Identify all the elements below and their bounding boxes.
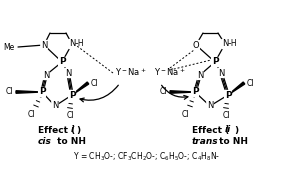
Text: i: i <box>71 125 74 135</box>
Text: N: N <box>41 40 47 50</box>
Polygon shape <box>16 91 42 93</box>
Text: ): ) <box>234 125 238 135</box>
Text: P: P <box>225 91 231 99</box>
Text: N: N <box>43 70 49 80</box>
Text: –H: –H <box>75 40 85 49</box>
Text: trans: trans <box>192 136 219 146</box>
FancyArrowPatch shape <box>80 85 118 102</box>
Text: ii: ii <box>225 125 231 135</box>
Text: Y$^-$Na$^+$: Y$^-$Na$^+$ <box>115 66 147 78</box>
Text: to NH: to NH <box>54 136 86 146</box>
Text: P: P <box>192 88 198 97</box>
Text: ): ) <box>76 125 80 135</box>
Text: Cl: Cl <box>160 88 167 97</box>
Text: N: N <box>197 70 203 80</box>
Text: Y$^-$Na$^+$: Y$^-$Na$^+$ <box>154 66 186 78</box>
Text: Cl: Cl <box>222 111 230 120</box>
Text: N: N <box>52 101 58 111</box>
Text: Me: Me <box>4 43 15 51</box>
Text: Cl: Cl <box>27 110 35 119</box>
Text: Cl: Cl <box>181 110 189 119</box>
Text: Cl: Cl <box>66 111 74 120</box>
Text: P: P <box>212 57 218 67</box>
Text: Effect (: Effect ( <box>38 125 75 135</box>
Polygon shape <box>228 82 245 95</box>
Text: Effect (: Effect ( <box>192 125 229 135</box>
Text: P: P <box>69 91 75 99</box>
Text: Cl: Cl <box>91 78 99 88</box>
Text: Cl: Cl <box>6 88 13 97</box>
Text: N: N <box>218 68 224 77</box>
Text: N: N <box>69 40 75 49</box>
Text: N: N <box>222 40 228 49</box>
Text: –H: –H <box>228 40 238 49</box>
Text: P: P <box>39 88 45 97</box>
FancyArrowPatch shape <box>162 85 188 99</box>
Polygon shape <box>170 91 195 93</box>
Text: to NH: to NH <box>216 136 248 146</box>
Text: N: N <box>65 68 71 77</box>
Text: Cl: Cl <box>247 78 255 88</box>
Text: cis: cis <box>38 136 52 146</box>
Polygon shape <box>72 82 89 95</box>
Text: N: N <box>207 101 213 111</box>
Text: O: O <box>193 40 199 50</box>
Text: Y = CH$_3$O-; CF$_3$CH$_2$O-; C$_6$H$_5$O-; C$_4$H$_8$N-: Y = CH$_3$O-; CF$_3$CH$_2$O-; C$_6$H$_5$… <box>73 151 221 163</box>
Text: P: P <box>59 57 65 67</box>
